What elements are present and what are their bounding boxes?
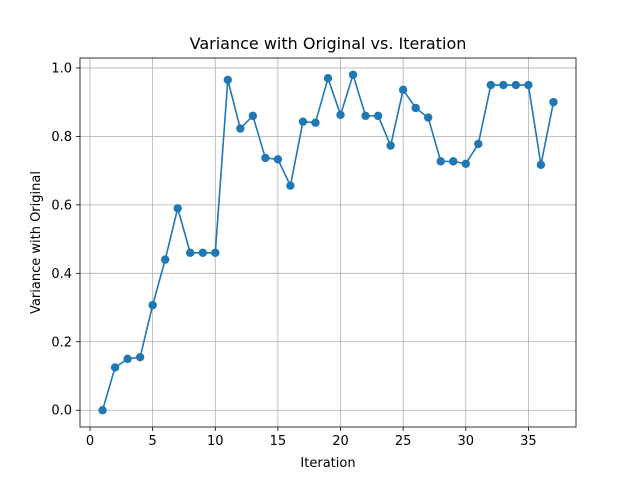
y-tick-label: 0.2: [51, 335, 72, 350]
data-point: [286, 181, 295, 190]
data-point: [223, 75, 232, 85]
x-tick-label: 10: [207, 434, 224, 449]
data-point: [373, 111, 383, 121]
data-point: [248, 111, 258, 121]
series-line: [101, 72, 555, 411]
data-series: [98, 70, 558, 415]
data-point: [474, 139, 483, 149]
data-point: [211, 248, 220, 257]
y-tick-label: 0.0: [51, 404, 72, 419]
data-point: [386, 141, 395, 150]
data-point: [436, 157, 445, 166]
data-point: [511, 80, 521, 90]
data-point: [336, 110, 345, 120]
x-axis-label: Iteration: [300, 456, 355, 471]
data-point: [110, 363, 120, 372]
data-point: [261, 153, 270, 163]
data-point: [398, 85, 408, 95]
y-tick-label: 0.6: [51, 198, 72, 213]
x-tick-label: 5: [149, 434, 157, 449]
data-point: [123, 354, 132, 364]
data-point: [424, 113, 433, 122]
y-tick-label: 0.4: [51, 267, 72, 282]
data-point: [160, 255, 170, 264]
data-point: [236, 124, 245, 133]
data-point: [499, 80, 508, 90]
x-tick-label: 15: [270, 434, 287, 449]
data-point: [536, 160, 546, 169]
data-point: [98, 406, 107, 415]
data-point: [486, 80, 496, 90]
data-point: [524, 80, 533, 90]
x-tick-label: 30: [458, 434, 475, 449]
data-point: [273, 155, 283, 164]
data-point: [311, 118, 320, 127]
data-point: [348, 70, 358, 79]
data-point: [173, 204, 182, 213]
y-axis-label: Variance with Original: [29, 171, 44, 314]
data-point: [298, 117, 308, 126]
chart-title: Variance with Original vs. Iteration: [190, 34, 467, 53]
data-point: [135, 352, 145, 362]
data-point: [198, 248, 207, 257]
data-point: [449, 157, 458, 166]
data-point: [549, 97, 558, 107]
y-tick-label: 0.8: [51, 130, 72, 145]
axis-ticks: 0 5 10 15 20 25 30 35 0.0 0.2 0.4 0.6 0.8 1.0: [51, 61, 536, 449]
plot-frame: [79, 57, 577, 428]
x-tick-label: 20: [332, 434, 349, 449]
data-point: [148, 300, 157, 310]
x-tick-label: 0: [86, 434, 94, 449]
x-tick-label: 35: [520, 434, 537, 449]
data-point: [186, 248, 195, 257]
grid-lines: [80, 58, 576, 427]
data-point: [461, 159, 470, 168]
data-point: [411, 103, 420, 113]
x-tick-label: 25: [395, 434, 412, 449]
data-point: [323, 73, 333, 83]
data-point: [361, 111, 370, 121]
y-tick-label: 1.0: [51, 61, 72, 76]
